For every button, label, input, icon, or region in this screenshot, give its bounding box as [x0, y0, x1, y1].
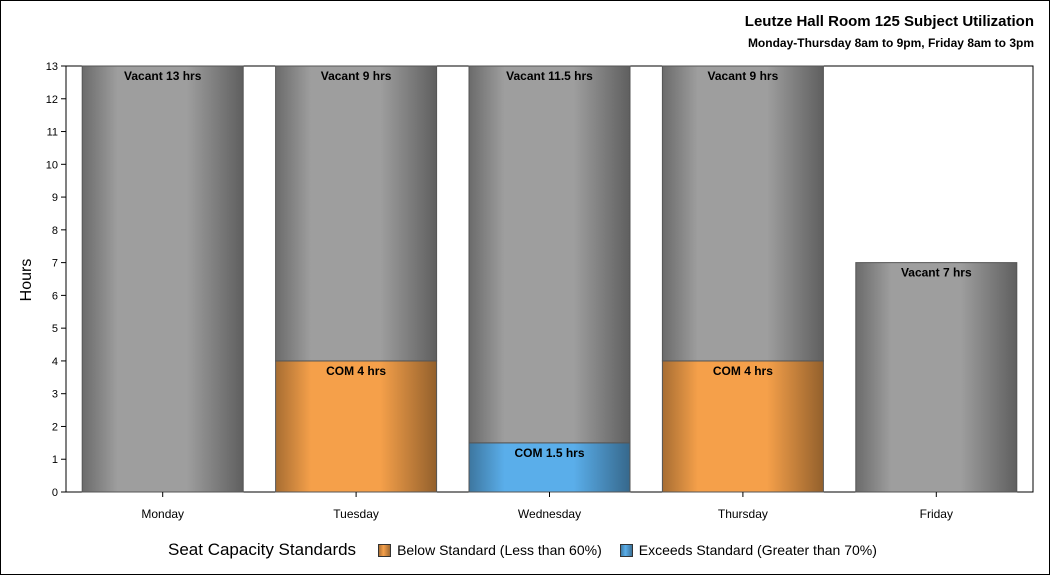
data-label-friday-vacant: Vacant 7 hrs: [901, 266, 972, 280]
y-tick-label: 4: [52, 356, 58, 368]
y-tick-label: 11: [47, 127, 58, 139]
chart-title: Leutze Hall Room 125 Subject Utilization: [744, 13, 1034, 30]
y-tick-label: 5: [52, 323, 58, 335]
legend-item-exceeds-standard: Exceeds Standard (Greater than 70%): [619, 542, 877, 558]
x-tick-label-tuesday: Tuesday: [333, 507, 379, 521]
bar-tuesday-below-standard: [275, 360, 438, 493]
chart-subtitle: Monday-Thursday 8am to 9pm, Friday 8am t…: [747, 36, 1034, 50]
bar-thursday-vacant: [661, 65, 824, 362]
y-axis-label: Hours: [18, 259, 35, 302]
legend-label-exceeds-standard: Exceeds Standard (Greater than 70%): [638, 542, 877, 558]
bar-wednesday-exceeds-standard: [468, 442, 631, 493]
x-tick-label-thursday: Thursday: [718, 507, 768, 521]
y-tick-label: 0: [52, 487, 58, 499]
data-label-wednesday-exceeds-standard: COM 1.5 hrs: [514, 446, 584, 460]
bar-monday-vacant: [81, 65, 244, 493]
y-tick-label: 9: [52, 192, 58, 204]
y-tick-label: 8: [52, 225, 58, 237]
legend-label-below-standard: Below Standard (Less than 60%): [397, 542, 602, 558]
legend: Seat Capacity Standards Below Standard (…: [168, 540, 895, 560]
y-tick-label: 1: [52, 454, 58, 466]
data-label-thursday-vacant: Vacant 9 hrs: [708, 69, 779, 83]
data-label-tuesday-vacant: Vacant 9 hrs: [321, 69, 392, 83]
x-tick-label-monday: Monday: [141, 507, 184, 521]
legend-swatch-exceeds-standard: [619, 543, 633, 557]
y-tick-label: 10: [46, 159, 58, 171]
x-tick-label-friday: Friday: [920, 507, 953, 521]
y-tick-label: 2: [52, 421, 58, 433]
data-label-tuesday-below-standard: COM 4 hrs: [326, 364, 386, 378]
y-tick-label: 3: [52, 389, 58, 401]
y-tick-label: 7: [52, 258, 58, 270]
data-label-thursday-below-standard: COM 4 hrs: [713, 364, 773, 378]
y-tick-label: 13: [46, 61, 58, 73]
bar-thursday-below-standard: [661, 360, 824, 493]
data-label-monday-vacant: Vacant 13 hrs: [124, 69, 202, 83]
legend-item-below-standard: Below Standard (Less than 60%): [378, 542, 602, 558]
y-tick-label: 6: [52, 290, 58, 302]
legend-title: Seat Capacity Standards: [168, 540, 357, 559]
bar-tuesday-vacant: [275, 65, 438, 362]
x-tick-label-wednesday: Wednesday: [518, 507, 581, 521]
legend-swatch-below-standard: [378, 543, 392, 557]
bar-wednesday-vacant: [468, 65, 631, 444]
y-tick-label: 12: [46, 94, 58, 106]
data-label-wednesday-vacant: Vacant 11.5 hrs: [506, 69, 593, 83]
bar-friday-vacant: [855, 262, 1018, 493]
